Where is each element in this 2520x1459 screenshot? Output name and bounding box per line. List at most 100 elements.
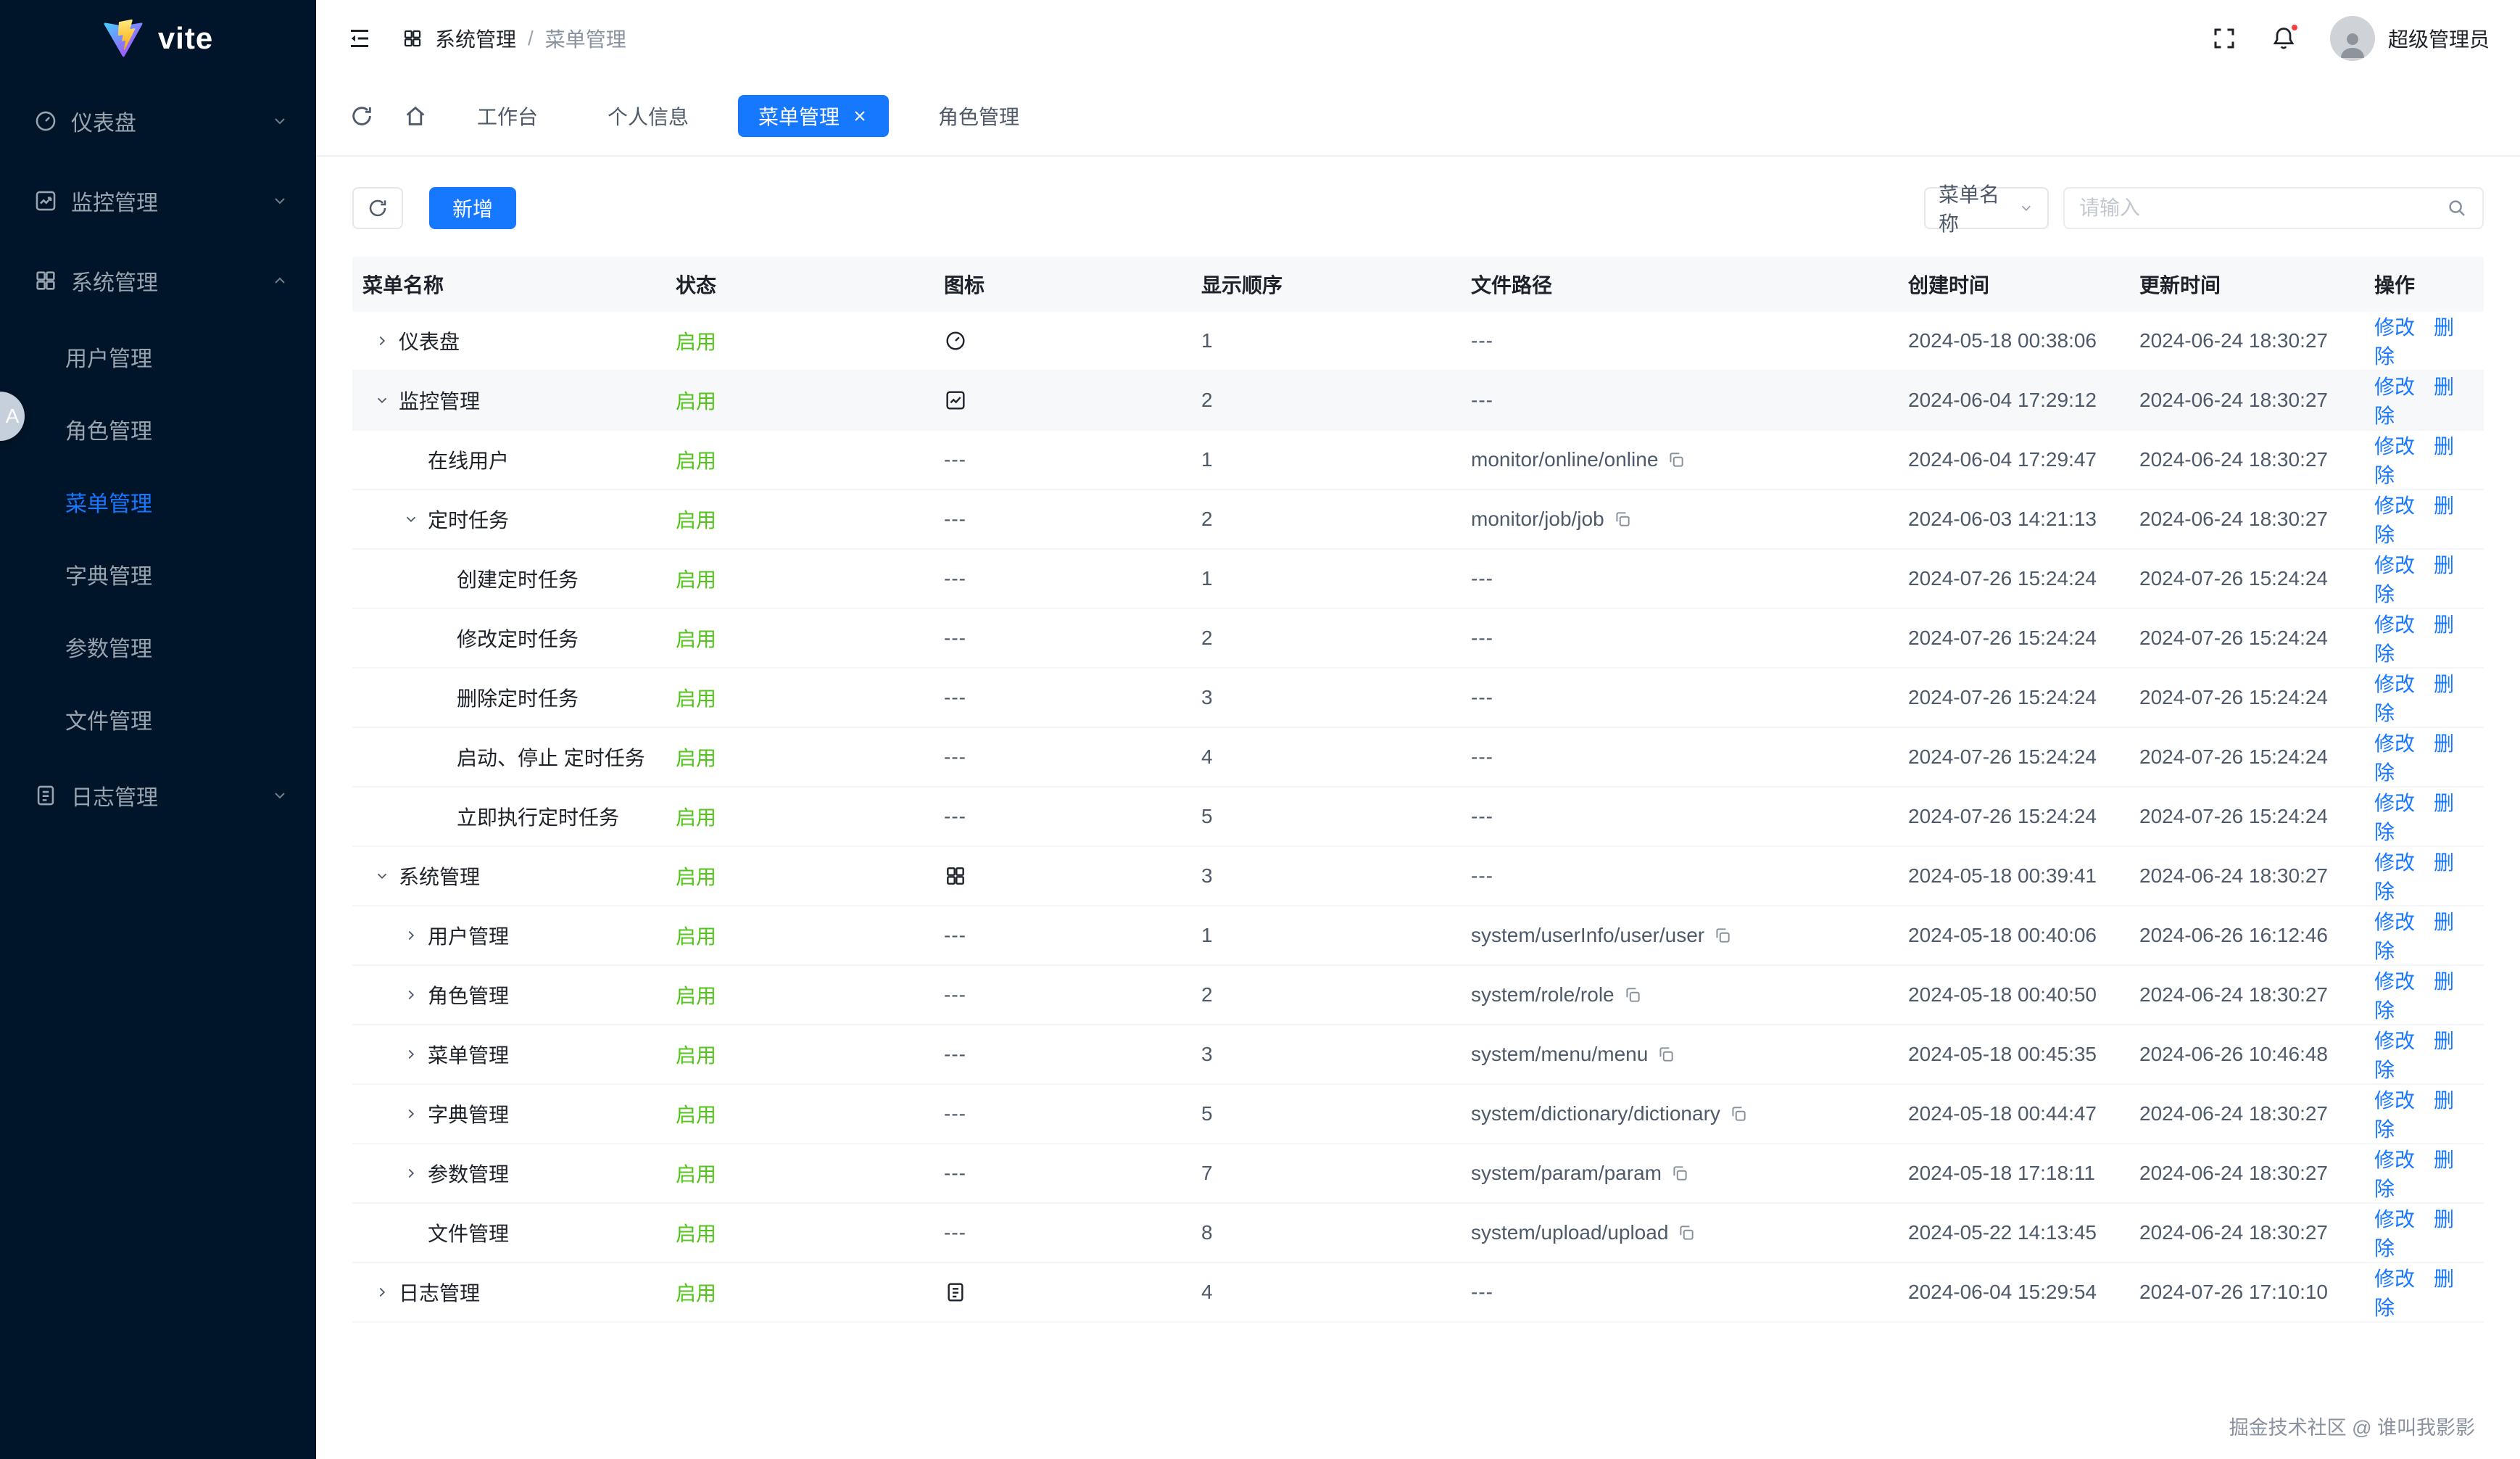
edit-link[interactable]: 修改 — [2374, 435, 2416, 458]
delete-link[interactable]: 删除 — [2374, 376, 2455, 427]
tab-label: 菜单管理 — [758, 106, 840, 128]
created-time: 2024-06-03 14:21:13 — [1908, 508, 2097, 530]
delete-link[interactable]: 删除 — [2374, 495, 2455, 546]
search-icon[interactable] — [2446, 197, 2468, 219]
filter-field-select[interactable]: 菜单名称 — [1924, 183, 2049, 235]
edit-link[interactable]: 修改 — [2374, 732, 2416, 755]
sidebar-item-system[interactable]: 系统管理 — [0, 241, 316, 321]
tab-role-management[interactable]: 角色管理 — [918, 95, 1040, 137]
delete-link[interactable]: 删除 — [2374, 1089, 2455, 1141]
menu-name: 字典管理 — [428, 1104, 510, 1126]
delete-link[interactable]: 删除 — [2374, 732, 2455, 784]
fullscreen-icon[interactable] — [2211, 25, 2237, 51]
expand-toggle-icon[interactable] — [374, 392, 391, 409]
expand-toggle-icon[interactable] — [403, 511, 420, 528]
edit-link[interactable]: 修改 — [2374, 316, 2416, 339]
delete-link[interactable]: 删除 — [2374, 673, 2455, 724]
copy-icon[interactable] — [1657, 1045, 1675, 1064]
status-text: 启用 — [676, 331, 717, 353]
sidebar-item-logs[interactable]: 日志管理 — [0, 756, 316, 835]
expand-toggle-icon[interactable] — [374, 332, 391, 350]
refresh-tabs-icon[interactable] — [349, 104, 374, 128]
status-text: 启用 — [676, 450, 717, 472]
table-header-cell: 菜单名称 — [352, 257, 664, 312]
search-box — [2063, 187, 2484, 229]
sidebar-item-dictionary[interactable]: 字典管理 — [0, 538, 316, 611]
expand-toggle-icon[interactable] — [403, 1165, 420, 1182]
edit-link[interactable]: 修改 — [2374, 1030, 2416, 1052]
expand-toggle-icon[interactable] — [403, 1105, 420, 1123]
sidebar-item-label: 系统管理 — [71, 271, 158, 295]
copy-icon[interactable] — [1667, 450, 1686, 469]
search-input[interactable] — [2079, 197, 2446, 220]
display-order: 3 — [1201, 864, 1213, 887]
copy-icon[interactable] — [1713, 926, 1732, 945]
copy-icon[interactable] — [1613, 510, 1632, 529]
breadcrumb-item-system[interactable]: 系统管理 — [435, 28, 517, 51]
edit-link[interactable]: 修改 — [2374, 673, 2416, 695]
tab-profile[interactable]: 个人信息 — [587, 95, 709, 137]
delete-link[interactable]: 删除 — [2374, 1208, 2455, 1260]
table-header-cell: 更新时间 — [2128, 257, 2363, 312]
delete-link[interactable]: 删除 — [2374, 316, 2455, 368]
edit-link[interactable]: 修改 — [2374, 911, 2416, 933]
sidebar-item-params[interactable]: 参数管理 — [0, 611, 316, 683]
copy-icon[interactable] — [1677, 1223, 1696, 1242]
edit-link[interactable]: 修改 — [2374, 1149, 2416, 1171]
tab-workbench[interactable]: 工作台 — [457, 95, 558, 137]
status-text: 启用 — [676, 687, 717, 710]
copy-icon[interactable] — [1729, 1104, 1748, 1123]
delete-link[interactable]: 删除 — [2374, 851, 2455, 903]
delete-link[interactable]: 删除 — [2374, 1268, 2455, 1319]
menu-fold-icon[interactable] — [347, 25, 373, 51]
footer-text: 掘金技术社区 @ 谁叫我影影 — [2229, 1417, 2475, 1439]
copy-icon[interactable] — [1623, 985, 1642, 1004]
sidebar-item-dashboard[interactable]: 仪表盘 — [0, 81, 316, 161]
display-order: 2 — [1201, 389, 1213, 411]
expand-toggle-icon[interactable] — [403, 927, 420, 944]
home-icon[interactable] — [403, 104, 428, 128]
edit-link[interactable]: 修改 — [2374, 376, 2416, 398]
delete-link[interactable]: 删除 — [2374, 792, 2455, 843]
display-order: 7 — [1201, 1162, 1213, 1184]
edit-link[interactable]: 修改 — [2374, 613, 2416, 636]
edit-link[interactable]: 修改 — [2374, 851, 2416, 874]
tab-menu-management[interactable]: 菜单管理 — [738, 95, 890, 137]
delete-link[interactable]: 删除 — [2374, 1030, 2455, 1081]
edit-link[interactable]: 修改 — [2374, 1208, 2416, 1231]
edit-link[interactable]: 修改 — [2374, 1089, 2416, 1112]
delete-link[interactable]: 删除 — [2374, 613, 2455, 665]
edit-link[interactable]: 修改 — [2374, 554, 2416, 576]
sidebar-item-roles[interactable]: 角色管理 — [0, 393, 316, 466]
add-button[interactable]: 新增 — [429, 187, 517, 229]
display-order: 1 — [1201, 924, 1213, 946]
breadcrumb-separator: / — [528, 27, 534, 49]
empty-value: --- — [944, 567, 966, 590]
table-header-cell: 文件路径 — [1459, 257, 1897, 312]
sidebar-item-menus[interactable]: 菜单管理 — [0, 466, 316, 538]
copy-icon[interactable] — [1670, 1164, 1689, 1183]
brand-logo[interactable]: vite — [0, 0, 316, 77]
edit-link[interactable]: 修改 — [2374, 792, 2416, 814]
edit-link[interactable]: 修改 — [2374, 495, 2416, 517]
delete-link[interactable]: 删除 — [2374, 911, 2455, 962]
delete-link[interactable]: 删除 — [2374, 970, 2455, 1022]
notification-bell-icon[interactable] — [2271, 22, 2300, 51]
close-icon[interactable] — [851, 107, 869, 125]
delete-link[interactable]: 删除 — [2374, 435, 2455, 487]
expand-toggle-icon[interactable] — [374, 1284, 391, 1301]
edit-link[interactable]: 修改 — [2374, 970, 2416, 993]
sidebar-item-users[interactable]: 用户管理 — [0, 321, 316, 393]
delete-link[interactable]: 删除 — [2374, 554, 2455, 605]
sidebar-item-monitor[interactable]: 监控管理 — [0, 161, 316, 241]
edit-link[interactable]: 修改 — [2374, 1268, 2416, 1290]
user-menu[interactable]: 超级管理员 — [2329, 16, 2490, 61]
expand-toggle-icon[interactable] — [374, 867, 391, 885]
sidebar-item-files[interactable]: 文件管理 — [0, 683, 316, 756]
refresh-table-button[interactable] — [352, 187, 403, 229]
updated-time: 2024-07-26 15:24:24 — [2139, 567, 2328, 590]
delete-link[interactable]: 删除 — [2374, 1149, 2455, 1200]
expand-toggle-icon[interactable] — [403, 1046, 420, 1063]
empty-value: --- — [1471, 805, 1493, 827]
expand-toggle-icon[interactable] — [403, 986, 420, 1004]
